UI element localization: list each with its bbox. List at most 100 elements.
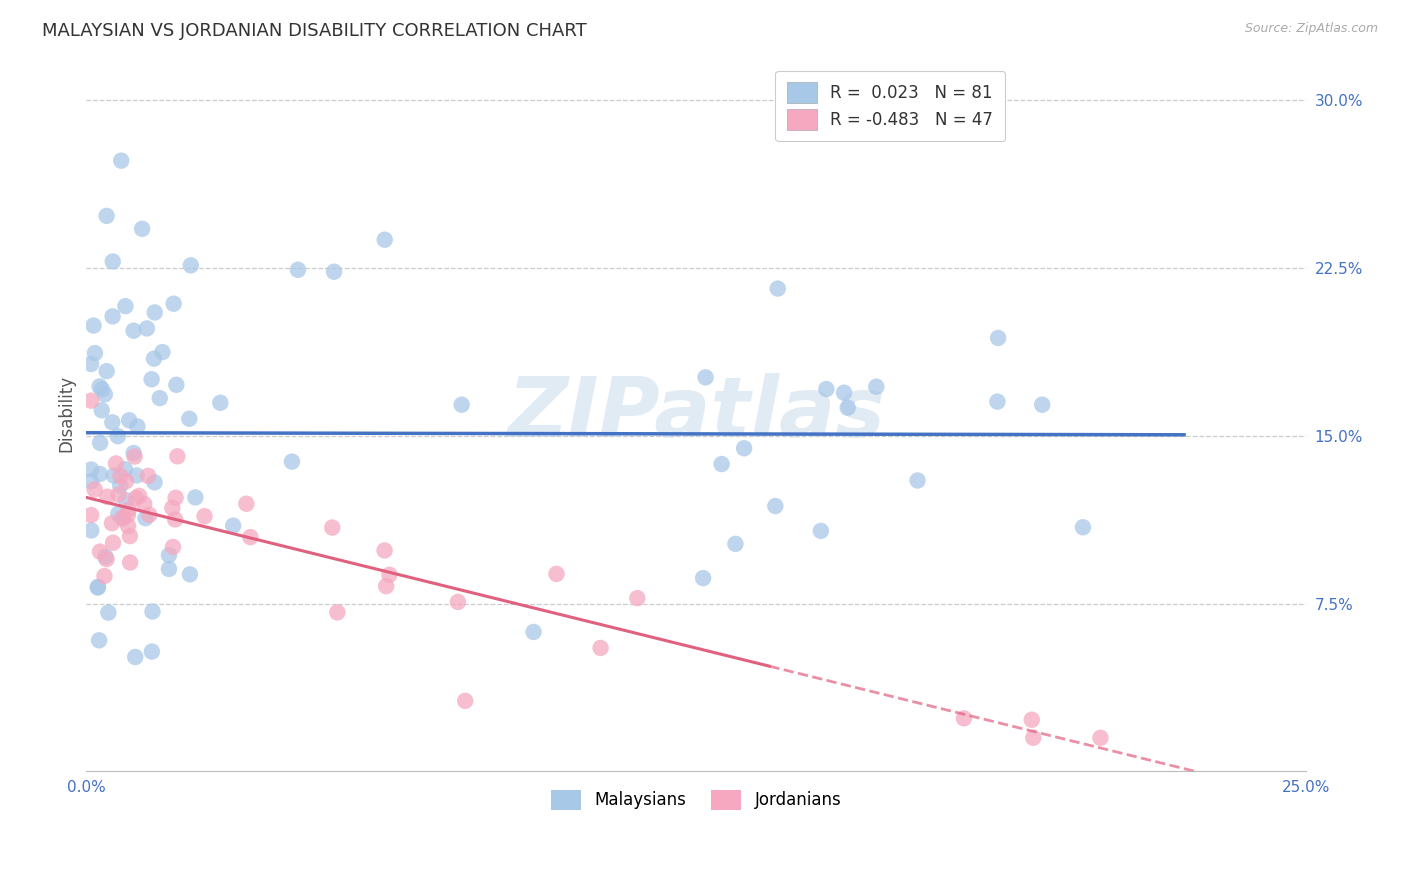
Point [101, 535, 124, 549]
Point [378, 567, 401, 582]
Point [589, 640, 612, 655]
Point [523, 624, 546, 639]
Point [83, 318, 105, 333]
Point [97, 606, 120, 620]
Point [115, 493, 138, 508]
Point [724, 537, 747, 551]
Point [287, 262, 309, 277]
Point [89, 379, 111, 393]
Point [136, 468, 159, 483]
Point [180, 258, 202, 272]
Point [165, 512, 187, 526]
Point [134, 497, 156, 511]
Point [135, 321, 157, 335]
Point [122, 446, 145, 460]
Point [122, 324, 145, 338]
Point [157, 562, 180, 576]
Point [91, 382, 114, 396]
Point [127, 419, 149, 434]
Point [326, 606, 349, 620]
Point [89, 436, 111, 450]
Point [80, 462, 103, 476]
Point [710, 457, 733, 471]
Point [125, 491, 148, 506]
Point [118, 413, 141, 427]
Legend: Malaysians, Jordanians: Malaysians, Jordanians [544, 783, 848, 817]
Point [117, 508, 139, 522]
Point [89, 467, 111, 481]
Point [1022, 731, 1045, 745]
Text: ZIPatlas: ZIPatlas [508, 373, 886, 454]
Point [209, 396, 232, 410]
Point [810, 524, 832, 538]
Point [114, 299, 136, 313]
Point [157, 548, 180, 562]
Point [165, 491, 187, 505]
Point [141, 372, 163, 386]
Point [96, 209, 118, 223]
Point [1031, 398, 1053, 412]
Point [80, 508, 103, 522]
Point [986, 394, 1008, 409]
Point [84, 346, 107, 360]
Point [94, 387, 117, 401]
Point [111, 511, 134, 525]
Point [115, 474, 138, 488]
Point [87, 633, 110, 648]
Point [626, 591, 648, 606]
Point [107, 507, 129, 521]
Point [374, 543, 396, 558]
Point [162, 540, 184, 554]
Point [235, 497, 257, 511]
Point [165, 377, 187, 392]
Point [1071, 520, 1094, 534]
Point [120, 556, 142, 570]
Point [143, 305, 166, 319]
Point [90, 403, 112, 417]
Point [166, 450, 188, 464]
Point [131, 221, 153, 235]
Point [815, 382, 838, 396]
Point [766, 282, 789, 296]
Point [222, 518, 245, 533]
Point [124, 650, 146, 665]
Point [101, 415, 124, 429]
Point [94, 549, 117, 564]
Point [695, 370, 717, 384]
Point [101, 516, 124, 531]
Point [138, 508, 160, 522]
Point [110, 153, 132, 168]
Point [104, 457, 127, 471]
Point [114, 462, 136, 476]
Point [454, 694, 477, 708]
Point [111, 510, 134, 524]
Point [80, 393, 103, 408]
Point [96, 552, 118, 566]
Point [837, 401, 859, 415]
Point [149, 391, 172, 405]
Point [83, 483, 105, 497]
Text: Source: ZipAtlas.com: Source: ZipAtlas.com [1244, 22, 1378, 36]
Point [374, 233, 396, 247]
Point [107, 429, 129, 443]
Point [907, 474, 929, 488]
Point [150, 345, 173, 359]
Point [450, 398, 472, 412]
Point [101, 310, 124, 324]
Point [89, 544, 111, 558]
Point [733, 442, 755, 456]
Point [763, 499, 786, 513]
Point [117, 502, 139, 516]
Point [162, 500, 184, 515]
Point [323, 265, 346, 279]
Point [87, 580, 110, 594]
Point [179, 411, 201, 425]
Point [1021, 713, 1043, 727]
Point [832, 385, 855, 400]
Point [128, 489, 150, 503]
Point [96, 364, 118, 378]
Point [546, 566, 568, 581]
Point [107, 487, 129, 501]
Point [110, 479, 132, 493]
Point [80, 474, 103, 488]
